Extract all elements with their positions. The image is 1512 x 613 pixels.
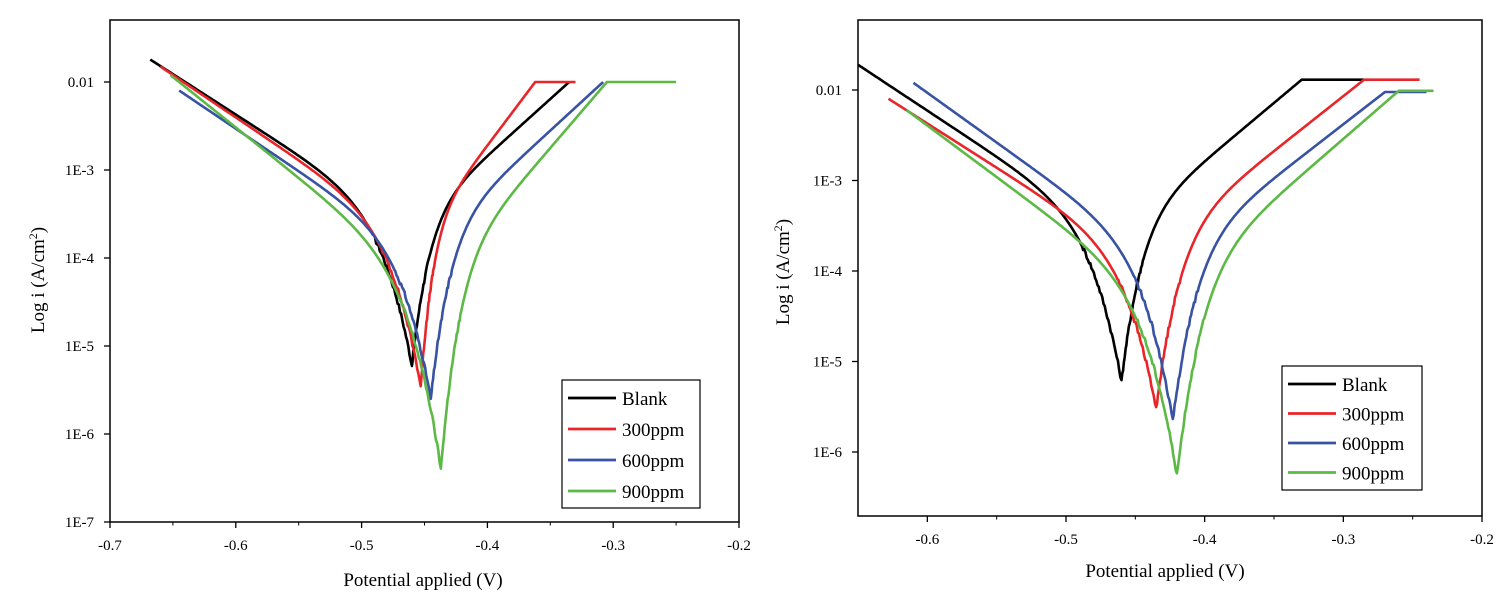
series-line-900ppm: [905, 89, 1434, 475]
x-tick-label: -0.4: [1193, 532, 1217, 548]
legend-label: 600ppm: [1342, 434, 1405, 455]
y-axis-label: Log i (A/cm2): [771, 219, 794, 325]
y-tick-label: 0.01: [816, 83, 842, 99]
series-line-600ppm: [912, 81, 1427, 421]
series-line-blank: [149, 58, 571, 368]
legend-box: [1281, 365, 1423, 491]
x-tick-label: -0.5: [350, 538, 374, 554]
series-line-600ppm: [178, 81, 605, 401]
legend-label: Blank: [1342, 375, 1388, 396]
y-tick-label: 1E-5: [65, 339, 94, 355]
y-tick-label: 1E-3: [65, 163, 94, 179]
legend: Blank 300ppm 600ppm 900ppm: [561, 379, 701, 509]
chart-panel-1: -0.7 -0.6 -0.5 -0.4 -0.3 -0.2 1E-7 1E-6 1E-5 1E-4…: [26, 19, 751, 591]
x-tick-label: -0.6: [224, 538, 248, 554]
x-axis-label: Potential applied (V): [1085, 561, 1244, 582]
x-tick-label: -0.7: [98, 538, 122, 554]
y-tick-label: 0.01: [68, 75, 94, 91]
legend-label: 600ppm: [622, 451, 685, 472]
series-line-900ppm: [169, 74, 677, 470]
legend-box: [561, 379, 701, 509]
series-line-blank: [858, 63, 1365, 382]
legend-label: Blank: [622, 389, 668, 410]
x-tick-label: -0.2: [727, 538, 751, 554]
series-line-300ppm: [159, 65, 576, 388]
legend-label: 900ppm: [1342, 464, 1405, 485]
x-tick-label: -0.3: [601, 538, 625, 554]
series-line-300ppm: [887, 78, 1420, 409]
x-axis-label: Potential applied (V): [343, 570, 502, 591]
y-tick-label: 1E-3: [813, 174, 842, 190]
x-tick-label: -0.5: [1054, 532, 1078, 548]
x-tick-label: -0.3: [1331, 532, 1355, 548]
x-tick-label: -0.4: [476, 538, 500, 554]
y-tick-label: 1E-4: [65, 251, 95, 267]
y-tick-label: 1E-6: [813, 445, 843, 461]
legend-label: 300ppm: [1342, 405, 1405, 426]
x-tick-label: -0.6: [915, 532, 939, 548]
legend-label: 300ppm: [622, 420, 685, 441]
x-tick-label: -0.2: [1470, 532, 1494, 548]
plot-frame: [857, 19, 1483, 517]
legend-label: 900ppm: [622, 482, 685, 503]
y-tick-label: 1E-4: [813, 264, 843, 280]
y-axis-label: Log i (A/cm2): [26, 227, 49, 333]
legend: Blank 300ppm 600ppm 900ppm: [1281, 365, 1423, 491]
y-tick-label: 1E-7: [65, 515, 95, 531]
y-tick-label: 1E-6: [65, 427, 95, 443]
chart-panel-2: -0.6 -0.5 -0.4 -0.3 -0.2 1E-6 1E-5 1E-4 1E-3 0.01…: [771, 19, 1494, 582]
y-tick-label: 1E-5: [813, 355, 842, 371]
